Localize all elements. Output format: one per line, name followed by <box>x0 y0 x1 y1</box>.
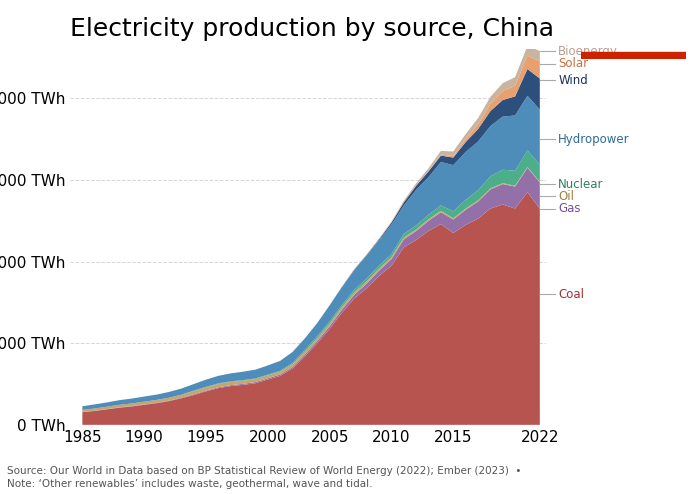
Text: Wind: Wind <box>559 74 588 86</box>
Text: Solar: Solar <box>559 57 589 70</box>
Text: Nuclear: Nuclear <box>559 177 604 191</box>
Text: Our World: Our World <box>606 22 662 32</box>
Bar <box>581 52 686 59</box>
Text: Gas: Gas <box>559 202 581 215</box>
Text: Electricity production by source, China: Electricity production by source, China <box>70 16 554 41</box>
Text: in Data: in Data <box>614 37 653 47</box>
Text: Source: Our World in Data based on BP Statistical Review of World Energy (2022);: Source: Our World in Data based on BP St… <box>7 466 522 476</box>
Text: Coal: Coal <box>559 288 584 301</box>
Text: Bioenergy: Bioenergy <box>559 45 618 58</box>
Text: Hydropower: Hydropower <box>559 133 630 146</box>
Text: Note: ‘Other renewables’ includes waste, geothermal, wave and tidal.: Note: ‘Other renewables’ includes waste,… <box>7 479 372 489</box>
Text: Oil: Oil <box>559 190 575 203</box>
